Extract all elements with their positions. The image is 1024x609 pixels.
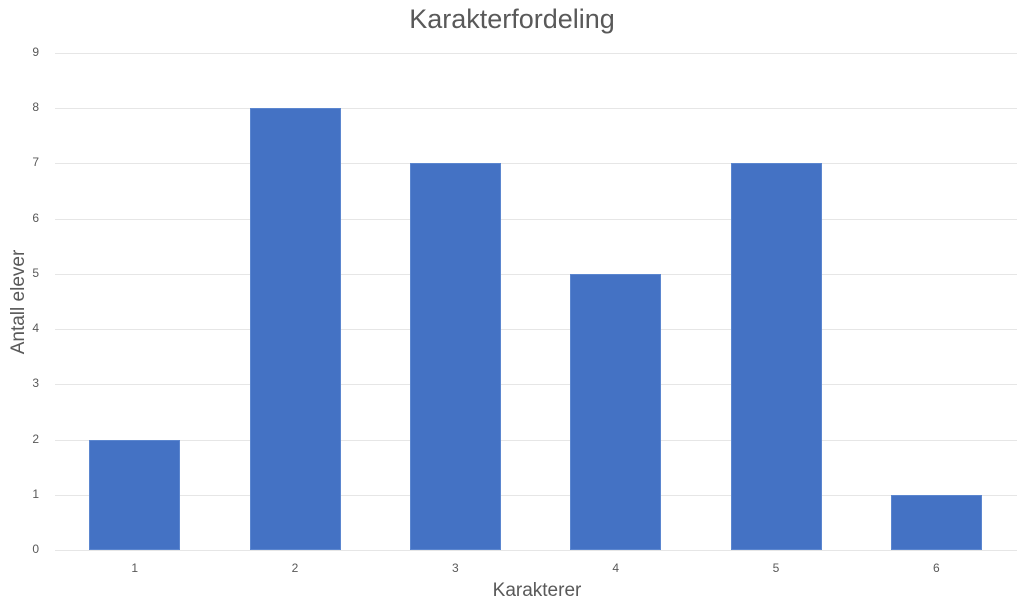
- gridline: [55, 108, 1017, 110]
- gridline: [55, 384, 1017, 386]
- y-tick-label: 6: [32, 210, 39, 225]
- gridline: [55, 494, 1017, 496]
- gridline: [55, 550, 1017, 551]
- y-tick-label: 8: [32, 100, 39, 115]
- y-tick-label: 9: [32, 45, 39, 59]
- y-axis-label: Antall elever: [8, 249, 29, 355]
- bar-1: [89, 439, 181, 550]
- gridline: [55, 163, 1017, 165]
- bar-2: [249, 108, 341, 550]
- x-tick-label: 3: [451, 561, 459, 575]
- x-axis-label: Karakterer: [492, 580, 582, 601]
- gridline: [55, 53, 1017, 54]
- gridline: [55, 439, 1017, 441]
- x-tick-label: 2: [291, 561, 299, 575]
- y-tick-label: 2: [32, 431, 39, 446]
- bar-3: [409, 163, 501, 550]
- gridline: [55, 218, 1017, 220]
- x-tick-label: 4: [612, 561, 619, 575]
- y-tick-label: 4: [32, 321, 39, 336]
- y-tick-label: 7: [32, 155, 39, 170]
- y-tick-label: 0: [32, 542, 39, 556]
- x-tick-label: 1: [131, 561, 138, 575]
- bar-6: [890, 494, 982, 550]
- chart-title: Karakterfordeling: [409, 4, 615, 34]
- bar-4: [570, 273, 662, 550]
- y-tick-label: 1: [32, 486, 39, 501]
- bar-5: [730, 163, 822, 550]
- y-tick-label: 5: [32, 265, 39, 280]
- gridline: [55, 273, 1017, 275]
- y-tick-label: 3: [32, 376, 39, 391]
- gridline: [55, 329, 1017, 331]
- x-tick-label: 6: [932, 561, 940, 575]
- plot-area: 0 1 2 3 4 5 6 7 8 9 1 2 3 4 5 6: [32, 45, 1017, 575]
- x-tick-label: 5: [772, 561, 780, 575]
